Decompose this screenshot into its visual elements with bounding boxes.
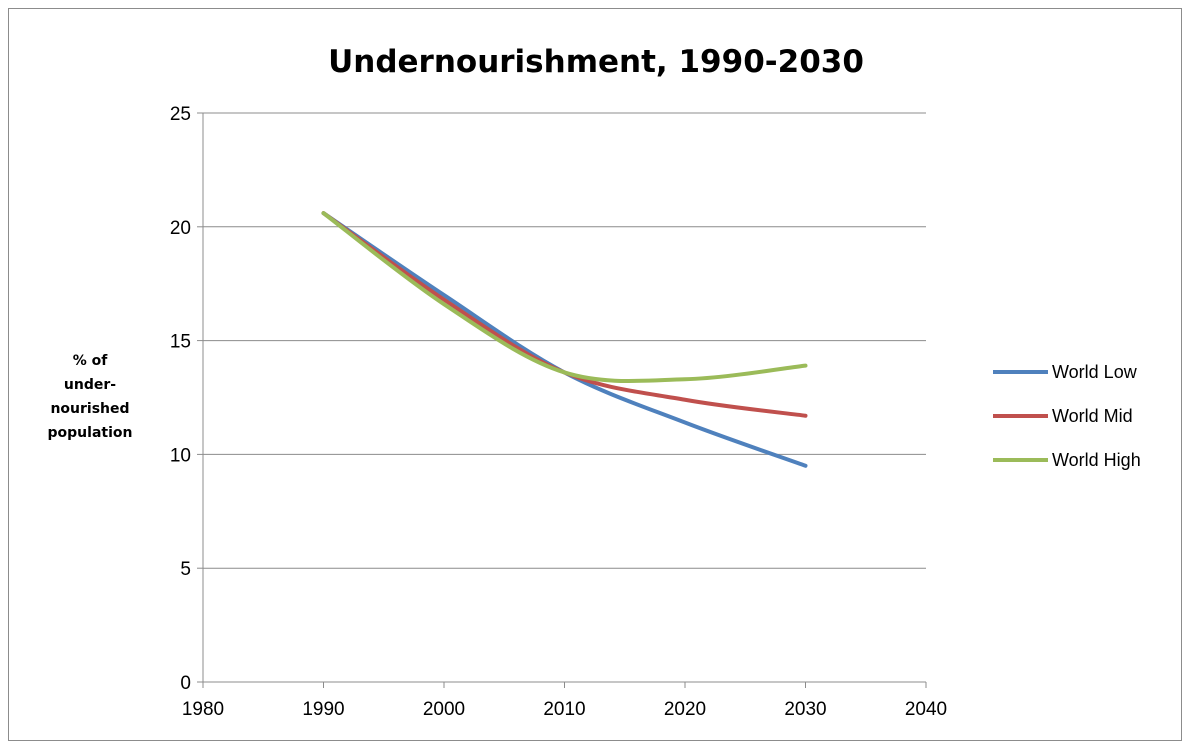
chart-title: Undernourishment, 1990-2030 [328, 44, 864, 80]
y-tick-labels: 0 5 10 15 20 25 [170, 104, 191, 694]
y-tick-label: 15 [170, 332, 191, 353]
x-tick-label: 2020 [664, 699, 706, 720]
axes [197, 112, 927, 688]
legend-label-world-mid: World Mid [1052, 406, 1133, 426]
y-axis-label-line: under- [64, 377, 116, 393]
y-tick-label: 20 [170, 218, 191, 239]
legend: World Low World Mid World High [993, 362, 1141, 470]
series-line-world-high [321, 211, 808, 384]
y-tick-label: 5 [180, 559, 191, 580]
y-axis-label: % of under-nourished population [48, 353, 133, 441]
x-tick-labels: 1980 1990 2000 2010 2020 2030 2040 [182, 699, 947, 720]
x-tick-label: 2030 [784, 699, 826, 720]
gridlines [203, 112, 926, 569]
x-tick-label: 1990 [302, 699, 344, 720]
x-tick-label: 2010 [543, 699, 585, 720]
series-line-world-low [321, 211, 808, 468]
y-tick-label: 10 [170, 445, 191, 466]
y-axis-label-line: nourished [50, 401, 129, 417]
x-tick-label: 2040 [905, 699, 947, 720]
y-tick-label: 0 [180, 673, 191, 694]
y-tick-label: 25 [170, 104, 191, 125]
series-line-world-mid [321, 211, 808, 418]
legend-label-world-low: World Low [1052, 362, 1138, 382]
legend-label-world-high: World High [1052, 450, 1141, 470]
x-tick-label: 1980 [182, 699, 224, 720]
series-lines [321, 211, 808, 468]
chart-frame [8, 8, 1182, 741]
x-tick-label: 2000 [423, 699, 465, 720]
y-axis-label-line: % of [73, 353, 109, 369]
y-axis-label-line: population [48, 425, 133, 441]
